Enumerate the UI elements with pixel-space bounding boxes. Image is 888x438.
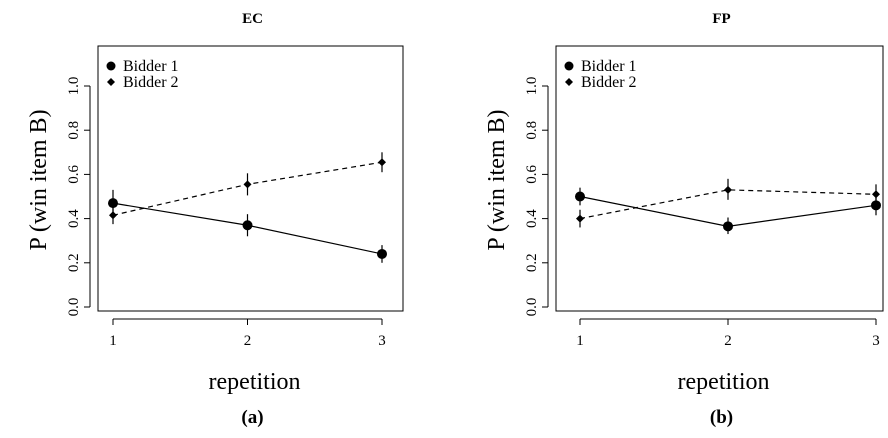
panel-caption: (a) <box>241 407 263 428</box>
x-axis-label: repetition <box>678 369 770 395</box>
x-tick-label: 3 <box>872 333 880 349</box>
data-point <box>108 198 118 209</box>
y-tick-label: 0.2 <box>524 253 540 272</box>
y-tick-label: 0.0 <box>524 298 540 317</box>
panel-caption: (b) <box>710 407 733 428</box>
legend-label: Bidder 1 <box>123 58 179 75</box>
y-tick-label: 0.4 <box>524 209 540 228</box>
y-tick-label: 0.2 <box>66 253 82 272</box>
plot-frame <box>97 45 404 312</box>
chart-title: EC <box>242 11 263 27</box>
y-tick-label: 0.6 <box>66 165 82 184</box>
legend-marker <box>565 78 573 86</box>
x-tick-label: 1 <box>109 333 117 349</box>
chart-panel-2: FP 0.0 0.2 0.4 0.6 0.8 1.0 1 2 3 repetition P (win … <box>484 11 884 428</box>
legend-marker <box>106 61 116 71</box>
plot-frame <box>555 45 884 312</box>
data-point <box>871 200 881 211</box>
x-tick-label: 3 <box>378 333 386 349</box>
series-2 <box>109 152 386 225</box>
x-tick-label: 1 <box>576 333 584 349</box>
y-tick-label: 0.8 <box>66 121 82 140</box>
data-point <box>377 248 387 259</box>
legend-marker <box>107 78 115 86</box>
y-axis-label: P (win item B) <box>484 109 510 250</box>
data-point <box>872 190 880 199</box>
data-point <box>576 214 584 223</box>
legend-label: Bidder 2 <box>581 74 637 91</box>
data-point <box>575 191 585 202</box>
y-tick-label: 0.8 <box>524 121 540 140</box>
data-point <box>242 220 253 231</box>
y-tick-label: 0.0 <box>66 298 82 317</box>
legend-label: Bidder 2 <box>123 74 179 91</box>
x-tick-label: 2 <box>724 333 732 349</box>
y-tick-label: 1.0 <box>66 77 82 96</box>
y-tick-label: 0.4 <box>66 209 82 228</box>
data-point <box>243 180 252 189</box>
series-2 <box>576 178 880 228</box>
legend-label: Bidder 1 <box>581 58 637 75</box>
data-point <box>723 221 733 232</box>
y-tick-label: 1.0 <box>524 77 540 96</box>
x-tick-label: 2 <box>244 333 252 349</box>
legend-marker <box>564 61 574 71</box>
y-axis-label: P (win item B) <box>26 109 52 250</box>
data-point <box>724 185 732 194</box>
data-point <box>378 158 386 167</box>
y-tick-label: 0.6 <box>524 165 540 184</box>
series-1 <box>108 189 387 263</box>
data-point <box>109 211 117 220</box>
chart-title: FP <box>712 11 730 27</box>
chart-panel-1: EC 0.0 0.2 0.4 0.6 0.8 1.0 1 2 3 repetition P (win … <box>26 11 404 428</box>
x-axis-label: repetition <box>209 369 301 395</box>
series-1 <box>575 187 881 235</box>
